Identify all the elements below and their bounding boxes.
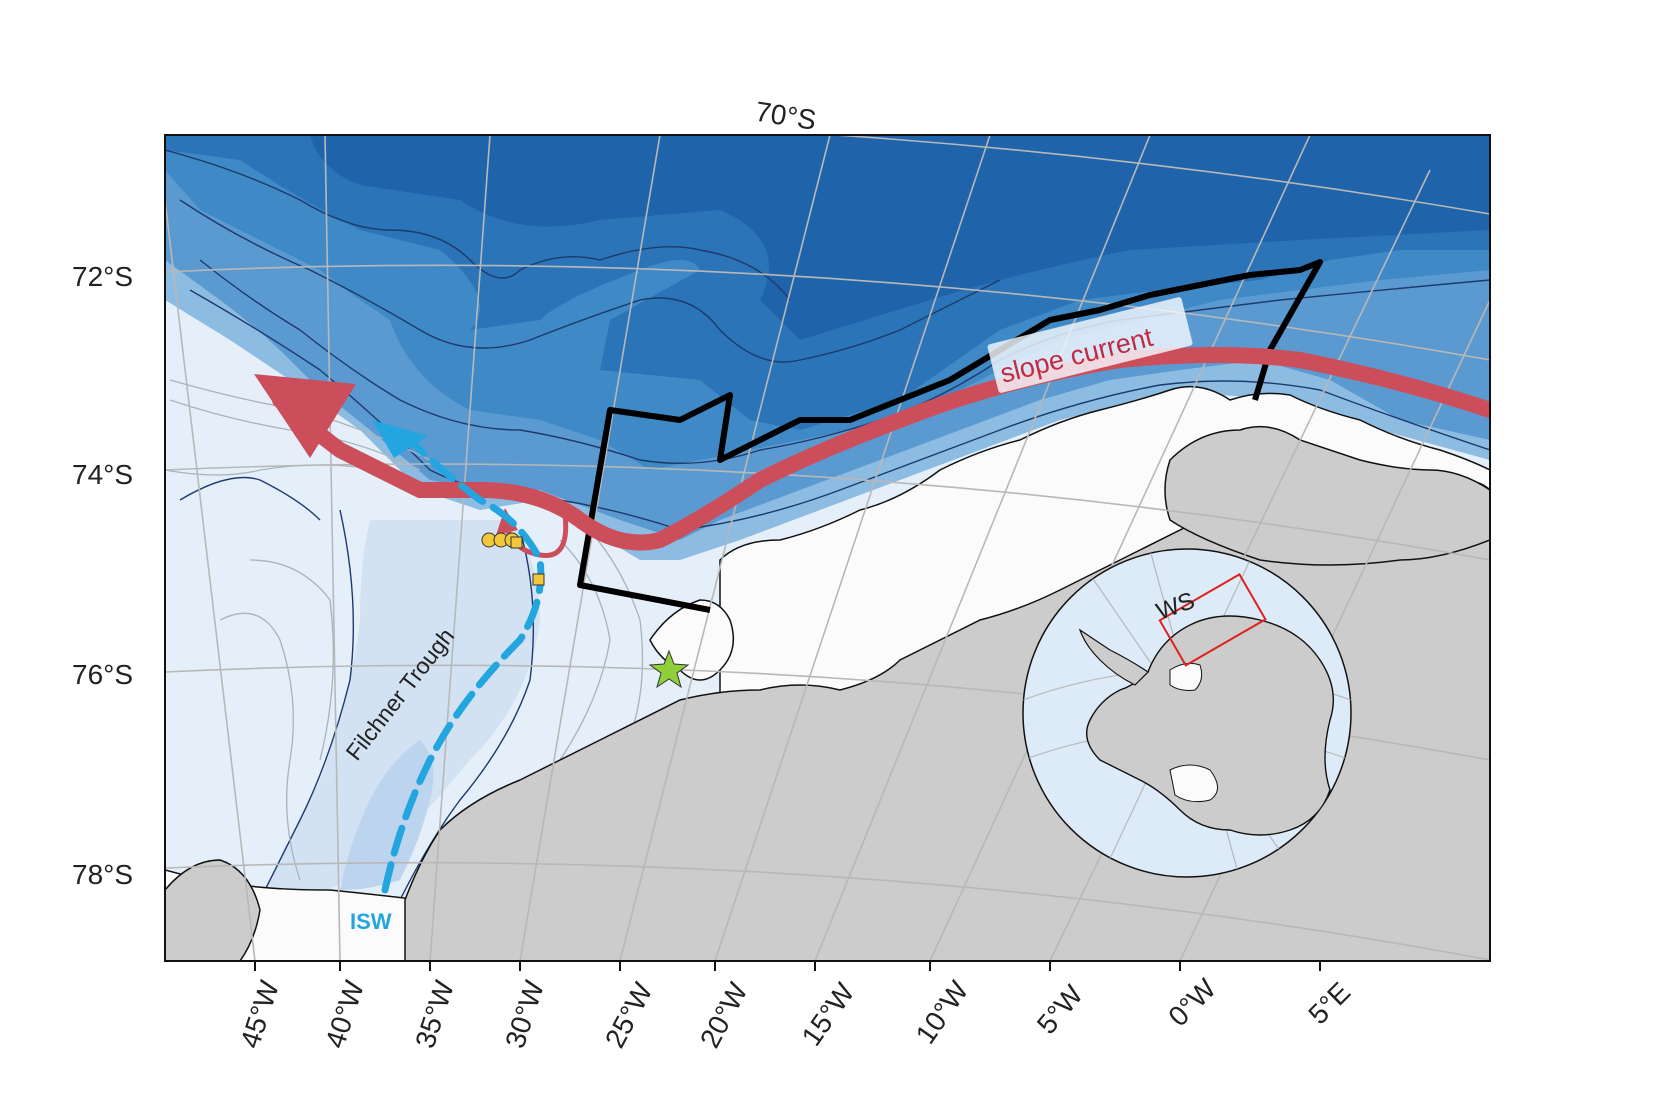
- latitude-line: [165, 861, 1490, 961]
- inset-antarctica: [1086, 615, 1335, 836]
- longitude-line: [324, 135, 341, 961]
- lat-label-76s: 76°S: [72, 659, 133, 690]
- shelf-contour: [219, 612, 301, 881]
- slope-current-arrowhead: [254, 374, 356, 458]
- longitude-line: [429, 135, 491, 961]
- lon-label-40w: 40°W: [319, 976, 370, 1052]
- inset-study-area-box: [1158, 572, 1267, 667]
- contour-line: [189, 289, 1490, 531]
- lon-label-30w: 30°W: [499, 976, 550, 1052]
- bottom-ticks: [254, 961, 1321, 971]
- filchner-trough-deep: [340, 740, 434, 890]
- contour-line: [259, 509, 355, 901]
- land-northeast: [1164, 425, 1490, 566]
- shelf-contour: [249, 559, 334, 761]
- inset-antarctic-peninsula: [1078, 628, 1149, 686]
- lat-label-72s: 72°S: [72, 261, 133, 292]
- latitude-line: [823, 135, 1490, 215]
- mooring-square-marker: [532, 573, 545, 586]
- longitude-line: [619, 135, 831, 961]
- lon-label-15w: 15°W: [796, 977, 861, 1052]
- filchner-trough-fill: [260, 520, 540, 900]
- study-region-boundary: [577, 259, 1323, 613]
- isw-flow-arrow: [381, 436, 545, 894]
- lon-label-20w: 20°W: [694, 977, 754, 1053]
- longitude-line: [165, 199, 256, 961]
- lon-label-0w: 0°W: [1162, 972, 1222, 1032]
- shelf-contour: [165, 464, 381, 476]
- lon-label-5e: 5°E: [1302, 976, 1356, 1030]
- shelf-contour: [169, 399, 421, 471]
- contour-line: [179, 199, 1001, 363]
- antarctica-inset-map: WS: [1022, 548, 1352, 878]
- contour-line: [179, 476, 321, 521]
- latitude-line: [165, 264, 1490, 361]
- lon-label-45w: 45°W: [234, 976, 285, 1052]
- isw-label: ISW: [350, 909, 392, 934]
- lon-label-5w: 5°W: [1031, 979, 1089, 1040]
- longitude-line: [519, 135, 661, 961]
- lat-label-70s: 70°S: [753, 96, 818, 136]
- contour-line: [165, 149, 791, 301]
- longitude-line: [714, 135, 991, 961]
- mooring-square-marker: [510, 536, 523, 549]
- slope-current-arrow: [272, 347, 1490, 551]
- contour-line: [199, 259, 1490, 465]
- isw-arrowhead: [372, 420, 428, 458]
- map-frame: [164, 134, 1491, 962]
- lat-label-78s: 78°S: [72, 859, 133, 890]
- station-star-marker: [648, 649, 690, 689]
- inset-filchner-ice-shelf: [1169, 662, 1203, 691]
- slope-current-label-box: [987, 297, 1193, 393]
- lon-label-10w: 10°W: [910, 975, 975, 1050]
- lon-label-25w: 25°W: [599, 977, 659, 1053]
- longitude-line: [814, 135, 1151, 961]
- inset-ross-ice-shelf: [1169, 764, 1218, 803]
- lat-label-74s: 74°S: [72, 459, 133, 490]
- lon-label-35w: 35°W: [409, 976, 460, 1052]
